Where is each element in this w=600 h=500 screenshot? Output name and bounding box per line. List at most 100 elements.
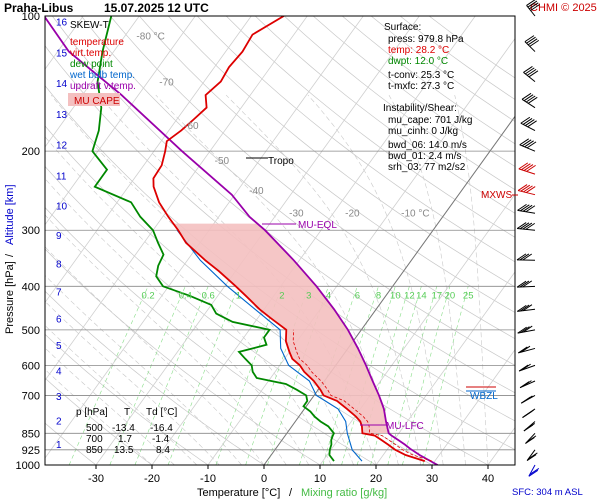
mu-cape-value: mu_cape: 701 J/kg	[388, 115, 473, 126]
wind-barb-feather	[528, 469, 539, 477]
mixing-ratio-label: 1	[236, 290, 241, 301]
isotherm	[45, 16, 140, 148]
legend-temperature: temperature	[70, 37, 124, 48]
dry-adiabat	[110, 16, 515, 340]
altitude-tick-label: 12	[56, 141, 68, 152]
mu-cape-badge: MU CAPE	[74, 96, 120, 107]
wind-barb-feather	[517, 184, 528, 191]
pressure-tick-label: 1000	[16, 460, 40, 472]
wind-barb-feather	[520, 116, 531, 124]
pressure-tick-label: 925	[22, 445, 40, 457]
pressure-tick-label: 700	[22, 390, 40, 402]
mu-cinh-value: mu_cinh: 0 J/kg	[388, 126, 458, 137]
wind-barb-feather	[520, 184, 531, 192]
pressure-tick-label: 100	[22, 11, 40, 23]
table-cell: 13.5	[114, 445, 134, 456]
wind-barb-feather	[520, 345, 531, 353]
mixing-ratio-label: 0.2	[141, 290, 154, 301]
altitude-tick-label: 5	[56, 341, 62, 352]
wind-barb-feather	[521, 163, 531, 171]
isotherm	[544, 16, 600, 465]
table-header-td: Td [°C]	[146, 407, 177, 418]
table-header-t: T	[124, 407, 130, 418]
srh-03-value: srh_03: 77 m2/s2	[388, 162, 466, 173]
pressure-tick-label: 500	[22, 325, 40, 337]
pressure-tick-label: 850	[22, 428, 40, 440]
wind-barb-feather	[517, 203, 527, 211]
isotherm	[45, 16, 308, 381]
altitude-tick-label: 7	[56, 287, 62, 298]
grid-labels: -80 °C -70 -60 -50 -40 -30 -20 -10 °C 0.2 0.4 0.6 1…	[136, 32, 473, 302]
mixing-ratio-label: 12	[404, 290, 415, 301]
isotherm-label: -20	[345, 208, 360, 219]
wind-barb-feather	[522, 280, 533, 288]
altitude-tick-label: 15	[56, 48, 68, 59]
mixing-ratio-label: 3	[306, 290, 311, 301]
isotherm	[207, 37, 515, 465]
wind-barb-feather	[522, 253, 533, 261]
wind-barb-feather	[518, 162, 529, 170]
temperature-tick-label: -20	[144, 473, 160, 485]
wind-barb-feather	[522, 325, 533, 333]
isotherm-label: -40	[249, 186, 264, 197]
legend-dew-point: dew point	[70, 59, 113, 70]
wind-barb-feather	[529, 39, 540, 47]
legend-wet-bulb: wet bulb temp.	[69, 70, 135, 81]
wind-barb-feather	[526, 435, 537, 443]
mixing-ratio-label: 20	[445, 290, 456, 301]
pressure-tick-label: 300	[22, 225, 40, 237]
wet-bulb-temp--line	[176, 229, 363, 462]
bwd-06-value: bwd_06: 14.0 m/s	[388, 140, 467, 151]
table-header-p: p [hPa]	[76, 407, 108, 418]
wind-barb-feather	[527, 0, 538, 8]
moist-adiabat	[388, 94, 466, 465]
isotherm-label: -50	[215, 156, 230, 167]
cape-shading	[173, 223, 389, 434]
legend-title: SKEW-T	[70, 20, 109, 31]
pressure-tick-label: 600	[22, 360, 40, 372]
wind-barb-feather	[529, 468, 540, 475]
table-cell: -13.4	[112, 423, 135, 434]
moist-adiabat	[45, 136, 332, 465]
mixing-ratio-line	[134, 286, 209, 465]
mixing-ratio-label: 4	[326, 290, 331, 301]
wind-barb-feather	[516, 304, 527, 312]
wind-barb-feather	[522, 204, 533, 212]
surface-tmxfc: t-mxfc: 27.3 °C	[388, 81, 454, 92]
wind-barb-feather	[523, 185, 533, 193]
dry-adiabat	[196, 16, 515, 263]
temperature-tick-label: 10	[314, 473, 326, 485]
wind-barb-feather	[525, 67, 535, 75]
table-cell: 700	[86, 434, 103, 445]
wind-barb-feather	[518, 346, 528, 354]
wind-barb-feather	[524, 140, 534, 148]
isotherm	[487, 426, 515, 465]
updraft-v-temp--line	[45, 16, 439, 465]
dew-point-line	[91, 16, 335, 462]
x-axis-title-temp: Temperature [°C]	[197, 487, 280, 499]
wind-barb-feather	[528, 2, 539, 10]
wind-barb-feather	[526, 454, 537, 461]
cape-area	[173, 223, 389, 434]
wind-barb-feather	[519, 304, 530, 312]
plot-frame	[44, 15, 516, 466]
wind-barb-feather	[523, 395, 533, 403]
isotherm-label: -60	[184, 121, 199, 132]
isotherm-label: -70	[159, 78, 174, 89]
wind-barb-feather	[526, 164, 536, 172]
altitude-tick-label: 13	[56, 110, 68, 121]
dry-adiabat	[45, 45, 515, 422]
temperature-tick-label: -10	[200, 473, 216, 485]
wind-barb-feather	[523, 164, 534, 171]
wind-barb-feather	[526, 36, 536, 44]
wind-barb-feather	[522, 380, 532, 388]
altitude-tick-label: 6	[56, 315, 62, 326]
wind-barb-feather	[527, 96, 538, 104]
mixing-ratio-label: 0.6	[202, 290, 215, 301]
table-cell: 850	[86, 445, 103, 456]
moist-adiabat	[45, 214, 287, 465]
wind-barb-feather	[525, 222, 536, 230]
dry-adiabat	[254, 16, 515, 214]
wind-barb-feather	[521, 363, 531, 371]
